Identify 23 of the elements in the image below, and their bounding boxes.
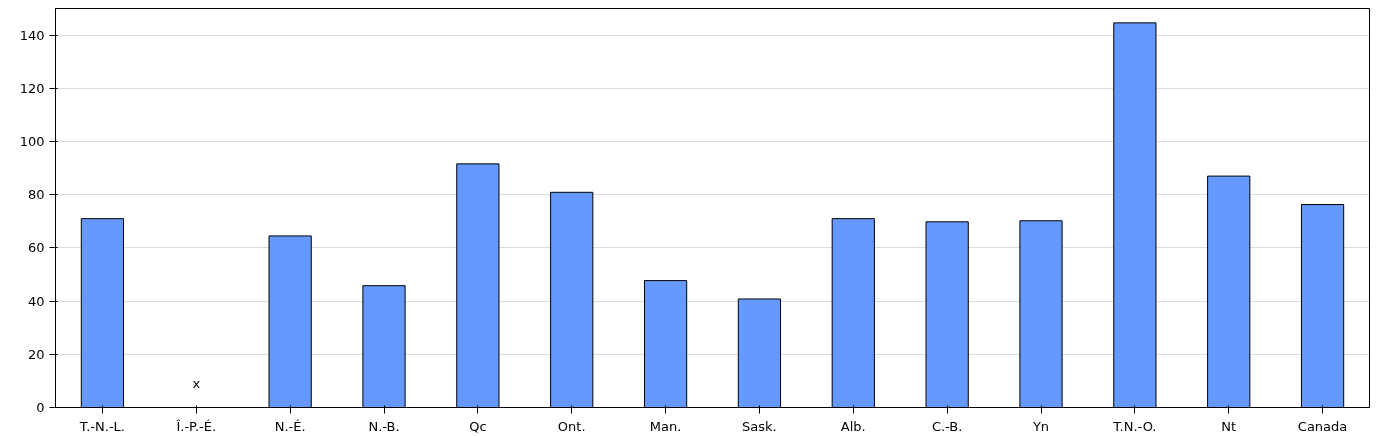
x-tick-label: Î.-P.-É.	[175, 418, 217, 434]
x-tick-label: Nt	[1221, 418, 1237, 434]
y-tick-label: 40	[27, 293, 45, 309]
x-tick-label: Canada	[1297, 418, 1348, 434]
x-tick-label: Qc	[469, 418, 487, 434]
x-tick-label: T.-N.-L.	[78, 418, 126, 434]
y-tick-label: 0	[36, 400, 45, 415]
x-tick-label: T.N.-O.	[1112, 418, 1157, 434]
y-tick-label: 80	[27, 187, 45, 203]
x-tick-label: Alb.	[840, 418, 866, 434]
y-tick-label: 120	[19, 80, 45, 96]
x-tick-label: N.-É.	[274, 418, 306, 434]
x-tick-label: Yn	[1031, 418, 1050, 434]
x-tick-label: Sask.	[742, 418, 777, 434]
y-tick-label: 20	[27, 346, 45, 362]
y-tick-label: 140	[19, 27, 45, 43]
annotation: x	[192, 376, 201, 392]
x-tick-label: Ont.	[557, 418, 586, 434]
x-tick-label: C.-B.	[931, 418, 963, 434]
x-tick-label: N.-B.	[368, 418, 400, 434]
y-tick-label: 60	[27, 240, 45, 256]
x-tick-label: Man.	[649, 418, 682, 434]
y-tick-label: 100	[19, 134, 45, 149]
